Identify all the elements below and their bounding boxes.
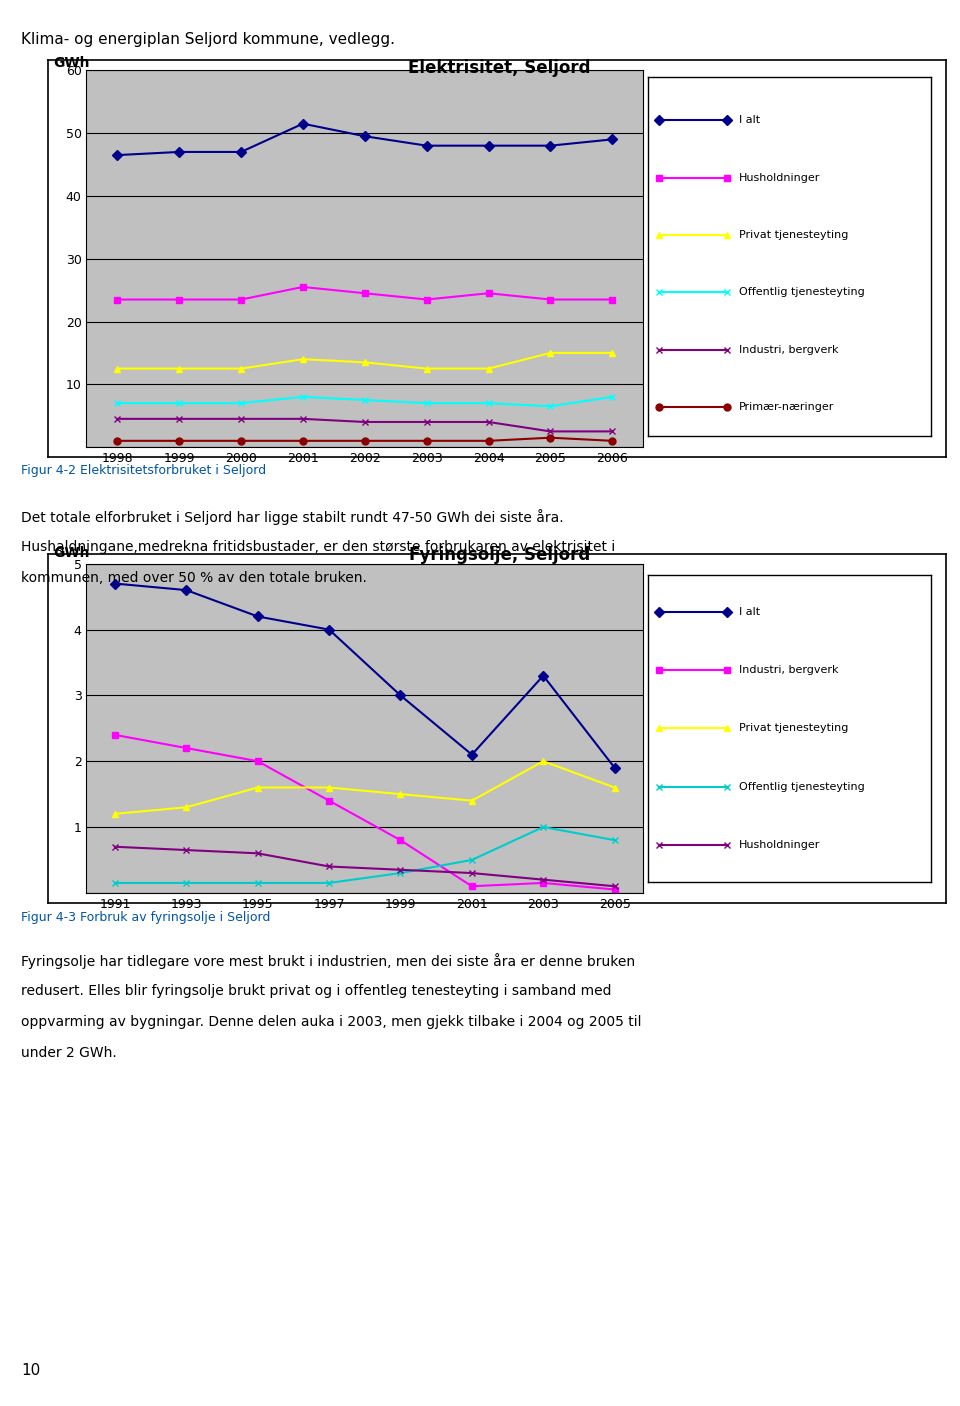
Text: Fyringsolje har tidlegare vore mest brukt i industrien, men dei siste åra er den: Fyringsolje har tidlegare vore mest bruk… <box>21 953 636 969</box>
Text: GWh: GWh <box>53 56 89 70</box>
Text: redusert. Elles blir fyringsolje brukt privat og i offentleg tenesteyting i samb: redusert. Elles blir fyringsolje brukt p… <box>21 984 612 998</box>
Text: Det totale elforbruket i Seljord har ligge stabilt rundt 47-50 GWh dei siste åra: Det totale elforbruket i Seljord har lig… <box>21 509 564 524</box>
Text: Privat tjenesteyting: Privat tjenesteyting <box>738 231 848 240</box>
Text: Primær-næringer: Primær-næringer <box>738 402 834 412</box>
Text: Fyringsolje, Seljord: Fyringsolje, Seljord <box>409 546 589 564</box>
Text: Elektrisitet, Seljord: Elektrisitet, Seljord <box>408 59 590 77</box>
Text: Hushaldningane,medrekna fritidsbustader, er den største forbrukaren av elektrisi: Hushaldningane,medrekna fritidsbustader,… <box>21 540 615 554</box>
Text: under 2 GWh.: under 2 GWh. <box>21 1046 117 1060</box>
Text: Figur 4-2 Elektrisitetsforbruket i Seljord: Figur 4-2 Elektrisitetsforbruket i Seljo… <box>21 464 266 477</box>
Text: Husholdninger: Husholdninger <box>738 173 820 183</box>
Text: Industri, bergverk: Industri, bergverk <box>738 665 838 675</box>
Text: Figur 4-3 Forbruk av fyringsolje i Seljord: Figur 4-3 Forbruk av fyringsolje i Seljo… <box>21 911 271 924</box>
Text: I alt: I alt <box>738 115 759 125</box>
Text: Offentlig tjenesteyting: Offentlig tjenesteyting <box>738 782 864 792</box>
Text: Klima- og energiplan Seljord kommune, vedlegg.: Klima- og energiplan Seljord kommune, ve… <box>21 31 396 46</box>
Text: 10: 10 <box>21 1362 40 1378</box>
Text: Industri, bergverk: Industri, bergverk <box>738 344 838 354</box>
Text: oppvarming av bygningar. Denne delen auka i 2003, men gjekk tilbake i 2004 og 20: oppvarming av bygningar. Denne delen auk… <box>21 1015 641 1029</box>
Text: Husholdninger: Husholdninger <box>738 839 820 849</box>
Text: Privat tjenesteyting: Privat tjenesteyting <box>738 723 848 734</box>
Text: GWh: GWh <box>53 546 89 560</box>
Text: kommunen, med over 50 % av den totale bruken.: kommunen, med over 50 % av den totale br… <box>21 571 367 585</box>
Text: I alt: I alt <box>738 607 759 617</box>
Text: Offentlig tjenesteyting: Offentlig tjenesteyting <box>738 287 864 298</box>
